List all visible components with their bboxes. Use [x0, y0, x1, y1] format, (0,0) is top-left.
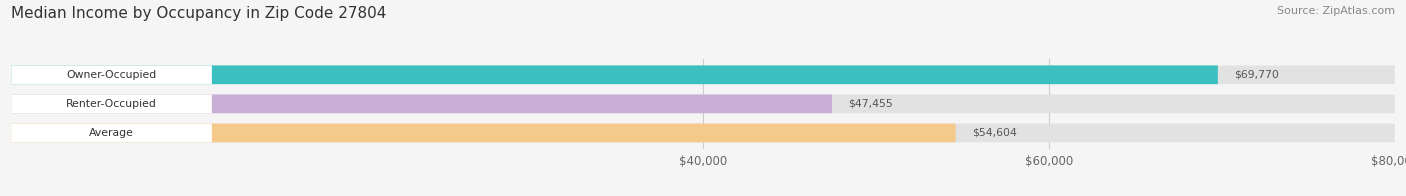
FancyBboxPatch shape [11, 65, 212, 84]
Text: Owner-Occupied: Owner-Occupied [66, 70, 156, 80]
FancyBboxPatch shape [11, 65, 1218, 84]
FancyBboxPatch shape [11, 124, 1395, 142]
FancyBboxPatch shape [11, 94, 832, 113]
FancyBboxPatch shape [11, 65, 1395, 84]
FancyBboxPatch shape [11, 124, 212, 142]
FancyBboxPatch shape [11, 124, 956, 142]
Text: Median Income by Occupancy in Zip Code 27804: Median Income by Occupancy in Zip Code 2… [11, 6, 387, 21]
Text: Source: ZipAtlas.com: Source: ZipAtlas.com [1277, 6, 1395, 16]
Text: Average: Average [89, 128, 134, 138]
Text: $69,770: $69,770 [1234, 70, 1279, 80]
Text: Renter-Occupied: Renter-Occupied [66, 99, 157, 109]
Text: $54,604: $54,604 [972, 128, 1017, 138]
Text: $47,455: $47,455 [849, 99, 893, 109]
FancyBboxPatch shape [11, 94, 212, 113]
FancyBboxPatch shape [11, 94, 1395, 113]
